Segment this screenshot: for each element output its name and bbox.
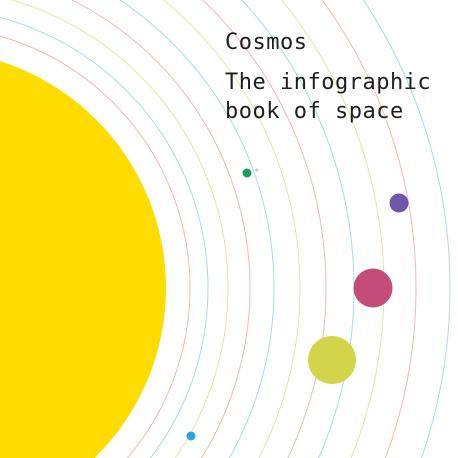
orbit-line <box>0 35 191 458</box>
planets <box>186 168 409 441</box>
book-subtitle-line-2: book of space <box>225 99 404 124</box>
orbit-line <box>0 16 209 458</box>
planet-blue-icon <box>186 431 196 441</box>
sun-icon <box>0 61 166 458</box>
cover-text: Cosmos The infographic book of space <box>225 30 455 126</box>
orbit-line <box>118 0 275 458</box>
planet-magenta-icon <box>353 268 393 308</box>
orbit-line <box>162 0 301 458</box>
book-title: Cosmos <box>225 30 308 55</box>
orbit-line <box>70 0 251 458</box>
moon-icon <box>255 168 259 172</box>
book-subtitle-line-1: The infographic <box>225 70 432 95</box>
orbit-line <box>10 0 229 458</box>
planet-green-icon <box>242 168 252 178</box>
orbit-line <box>321 0 417 458</box>
planet-purple-icon <box>389 193 409 213</box>
planet-olive-icon <box>308 336 356 384</box>
book-subtitle: The infographic book of space <box>225 68 455 126</box>
orbit-line <box>201 0 327 458</box>
